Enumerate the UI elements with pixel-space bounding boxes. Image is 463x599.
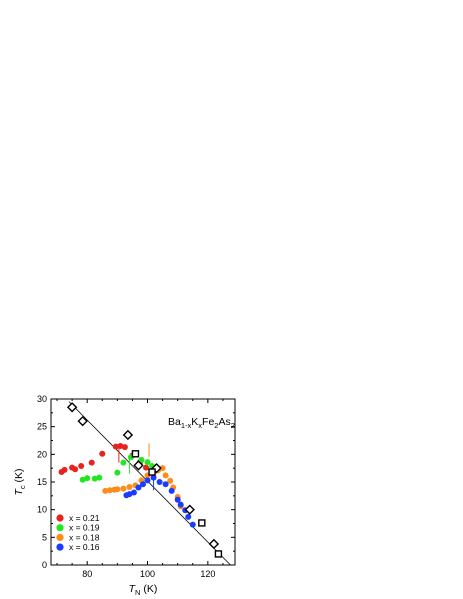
- data-point: [79, 476, 86, 483]
- x-axis-title-symbol: T: [129, 583, 137, 595]
- y-axis-title-unit: (K): [13, 468, 25, 485]
- chart-title-part: Ba: [168, 416, 181, 428]
- chart-title-part: 2: [231, 421, 235, 430]
- y-tick-label: 20: [37, 449, 47, 459]
- data-point: [117, 443, 124, 450]
- y-axis-title-sub: c: [18, 485, 27, 489]
- data-point: [102, 487, 109, 494]
- data-point: [168, 487, 175, 494]
- x-axis-title: TN (K): [129, 583, 158, 597]
- data-point: [174, 496, 181, 503]
- data-point: [143, 464, 150, 471]
- data-point: [189, 521, 196, 528]
- data-point: [185, 513, 192, 520]
- y-tick-label: 0: [42, 560, 47, 570]
- y-tick-label: 25: [37, 422, 47, 432]
- open-square-marker: [214, 550, 223, 558]
- legend-label: x = 0.16: [69, 542, 100, 552]
- open-diamond-marker: [184, 504, 195, 515]
- axes: 80 100 120 0 5 10 15 20 25 30: [37, 394, 236, 579]
- legend: x = 0.21x = 0.19x = 0.18x = 0.16: [56, 513, 100, 552]
- legend-marker: [56, 514, 64, 522]
- x-tick-label: 120: [200, 569, 215, 579]
- chart-title: Ba1-xKxFe2As2: [168, 416, 235, 430]
- data-point: [112, 443, 119, 450]
- data-point: [91, 475, 98, 482]
- data-point: [156, 479, 163, 485]
- y-tick-label: 5: [42, 532, 47, 542]
- data-point: [126, 483, 133, 490]
- data-point: [162, 481, 169, 488]
- y-axis-title: Tc (K): [13, 468, 27, 495]
- data-point: [120, 459, 127, 466]
- open-square-marker: [148, 468, 156, 476]
- open-diamond-marker: [133, 460, 144, 471]
- data-point: [114, 469, 121, 476]
- data-point: [130, 489, 137, 496]
- legend-label: x = 0.19: [69, 523, 100, 533]
- data-point: [114, 486, 121, 493]
- y-tick-label: 15: [37, 477, 47, 487]
- chart-title-part: K: [191, 416, 198, 428]
- data-point: [126, 491, 133, 498]
- chart-title-part: 1-x: [181, 421, 192, 430]
- fit-line: [68, 401, 231, 566]
- data-point: [177, 501, 184, 508]
- open-diamond-marker: [122, 429, 134, 441]
- legend-marker: [56, 524, 64, 532]
- data-point: [120, 485, 127, 492]
- chart-title-part: As: [218, 416, 230, 428]
- open-diamond-marker: [208, 538, 220, 550]
- legend-label: x = 0.21: [69, 513, 100, 523]
- data-point: [72, 466, 79, 473]
- data-point: [96, 474, 103, 481]
- y-axis-title-symbol: T: [13, 488, 25, 496]
- data-point: [106, 487, 113, 494]
- legend-label: x = 0.18: [69, 532, 100, 542]
- chart-title-part: Fe: [202, 416, 214, 428]
- data-point: [144, 459, 151, 466]
- data-point: [78, 462, 85, 469]
- data-point: [150, 474, 157, 481]
- data-point: [99, 450, 106, 457]
- legend-marker: [56, 543, 64, 551]
- y-tick-label: 10: [37, 505, 47, 515]
- data-point: [135, 484, 142, 491]
- y-tick-label: 30: [37, 394, 47, 404]
- x-axis-title-unit: (K): [140, 583, 157, 595]
- data-point: [84, 475, 91, 482]
- data-point: [138, 456, 145, 463]
- open-square-marker: [198, 519, 206, 527]
- chart-title-part: 2: [214, 421, 218, 430]
- data-point: [162, 472, 169, 479]
- legend-marker: [56, 533, 64, 542]
- x-axis-title-sub: N: [135, 588, 140, 597]
- chart-title-part: x: [198, 421, 202, 430]
- data-point: [144, 477, 151, 484]
- data-point: [61, 466, 68, 473]
- open-markers-layer: [66, 402, 223, 558]
- x-tick-label: 100: [140, 569, 155, 579]
- data-point: [121, 444, 128, 451]
- open-diamond-marker: [66, 402, 78, 413]
- data-point: [167, 477, 174, 484]
- open-diamond-marker: [77, 415, 88, 427]
- data-point: [140, 481, 146, 488]
- fit-line-layer: [68, 401, 231, 566]
- x-tick-label: 80: [82, 569, 92, 579]
- open-square-marker: [131, 450, 140, 458]
- data-point: [159, 465, 166, 472]
- data-point: [88, 459, 95, 466]
